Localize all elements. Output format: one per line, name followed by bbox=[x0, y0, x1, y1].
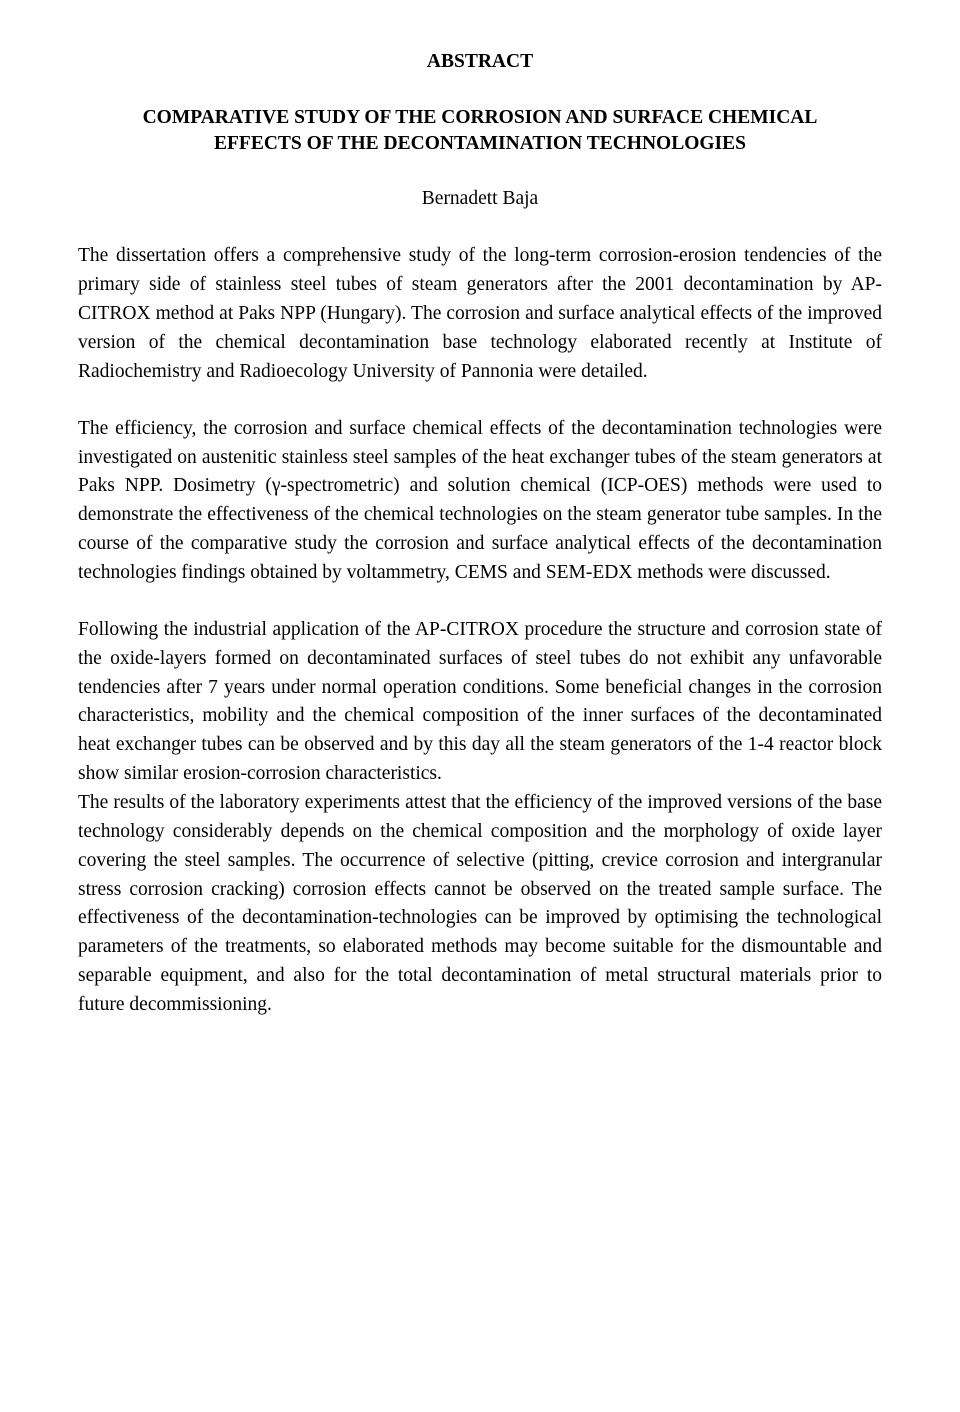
paragraph-methods: The efficiency, the corrosion and surfac… bbox=[78, 415, 882, 588]
abstract-heading: ABSTRACT bbox=[78, 48, 882, 77]
paragraph-results-lab: The results of the laboratory experiment… bbox=[78, 789, 882, 1020]
paragraph-intro: The dissertation offers a comprehensive … bbox=[78, 242, 882, 386]
paragraph-results-industrial: Following the industrial application of … bbox=[78, 616, 882, 789]
author-name: Bernadett Baja bbox=[78, 185, 882, 214]
title-line-2: EFFECTS OF THE DECONTAMINATION TECHNOLOG… bbox=[214, 133, 746, 154]
document-title: COMPARATIVE STUDY OF THE CORROSION AND S… bbox=[78, 105, 882, 158]
title-line-1: COMPARATIVE STUDY OF THE CORROSION AND S… bbox=[143, 107, 818, 128]
